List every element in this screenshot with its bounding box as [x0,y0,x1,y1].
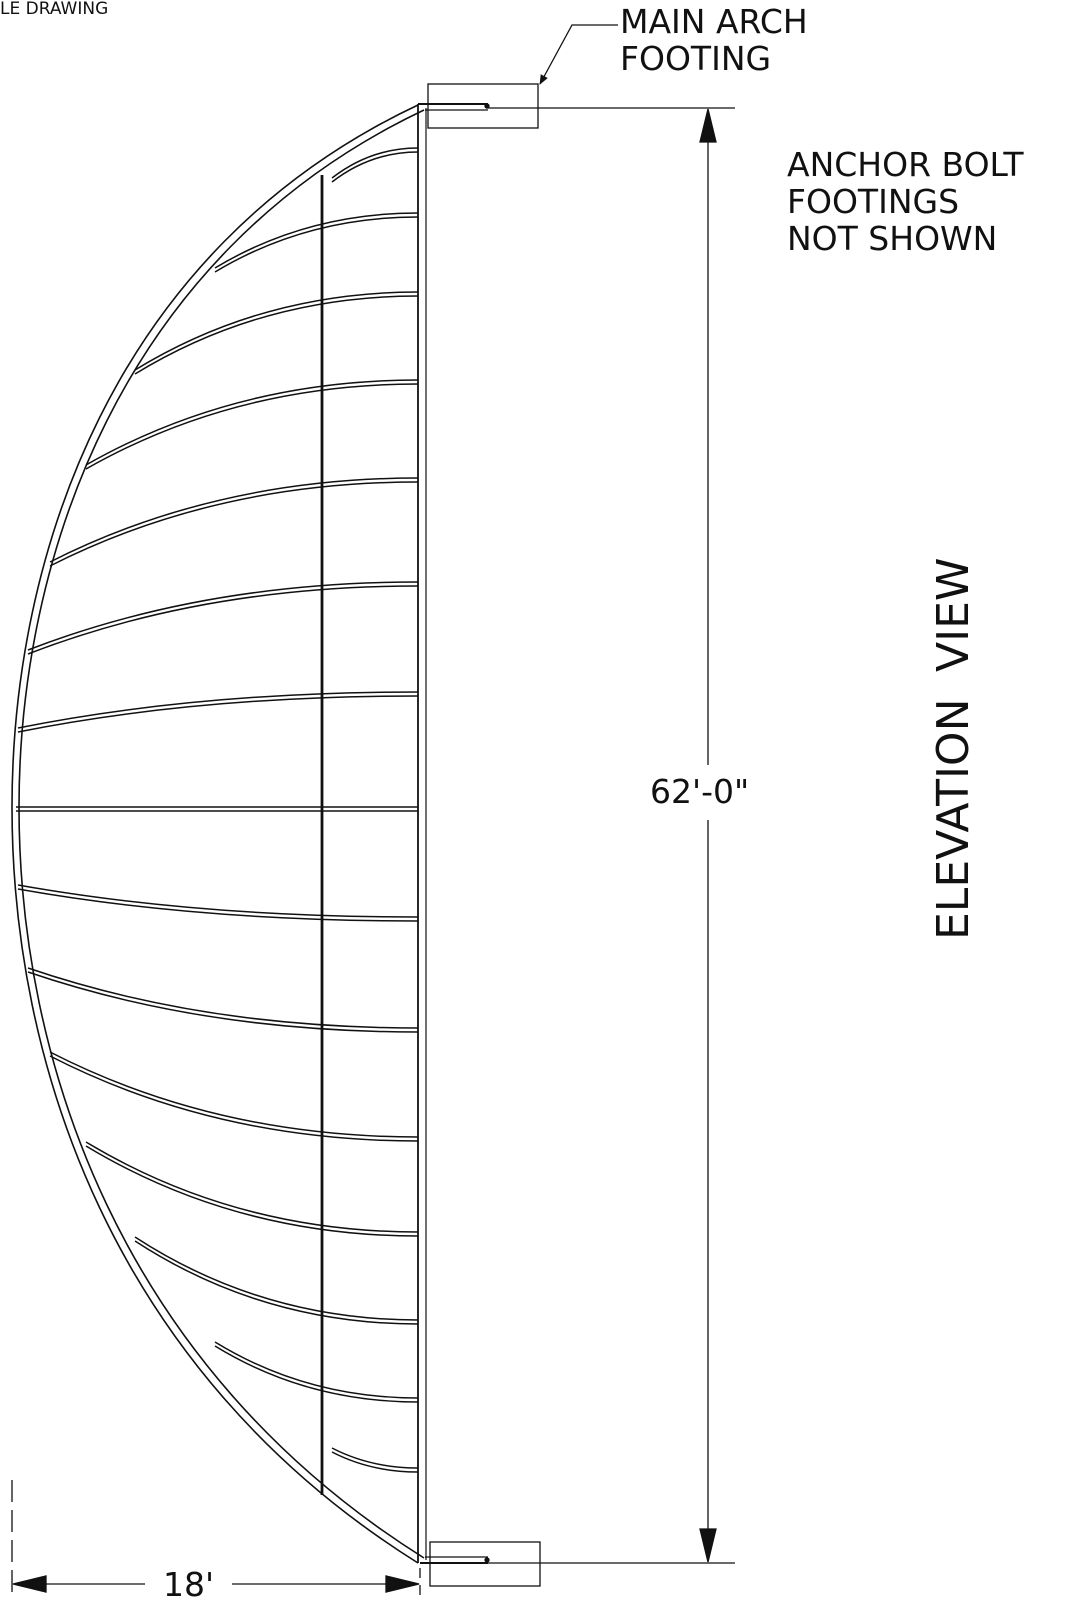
purlin-rib [85,1145,419,1237]
view-title-elevation: ELEVATION [928,699,979,940]
purlin-rib [27,971,419,1033]
purlin-rib [85,379,419,466]
purlin-rib [331,151,419,183]
purlin-rib [17,888,419,922]
purlin-ribs [16,147,419,1473]
anchor-note-1: ANCHOR BOLT [787,145,1024,184]
purlin-rib [49,481,419,567]
purlin-rib [85,383,419,470]
width-dimension-text: 18' [163,1565,214,1600]
anchor-note-3: NOT SHOWN [787,219,997,258]
purlin-rib [27,581,419,651]
purlin-rib [134,295,419,375]
purlin-rib [134,1240,419,1325]
purlin-rib [17,695,419,733]
main-arch-label-2: FOOTING [620,39,771,78]
purlin-rib [214,1341,419,1399]
header-text: LE DRAWING [0,0,108,19]
purlin-rib [134,1236,419,1321]
anchor-note-2: FOOTINGS [787,182,959,221]
purlin-rib [49,1051,419,1138]
purlin-rib [134,291,419,371]
purlin-rib [331,1451,419,1473]
height-dimension-text: 62'-0" [650,772,749,811]
purlin-rib [27,967,419,1029]
main-arch-footing-top [418,83,539,129]
purlin-rib [17,884,419,918]
purlin-rib [214,212,419,269]
main-arch-label-1: MAIN ARCH [620,2,808,41]
purlin-rib [85,1141,419,1233]
purlin-rib [27,585,419,655]
purlin-rib [49,477,419,563]
purlin-rib [331,147,419,179]
purlin-rib [49,1055,419,1142]
width-dimension-lines [11,1480,421,1600]
vertical-members [320,104,427,1563]
purlin-rib [214,216,419,273]
purlin-rib [17,691,419,729]
footing-leader [539,24,618,85]
purlin-rib [214,1345,419,1403]
purlin-rib [331,1447,419,1469]
view-title-view: VIEW [928,558,979,672]
main-arch-footing-bottom [420,1541,541,1587]
height-dimension-lines [486,107,735,1564]
